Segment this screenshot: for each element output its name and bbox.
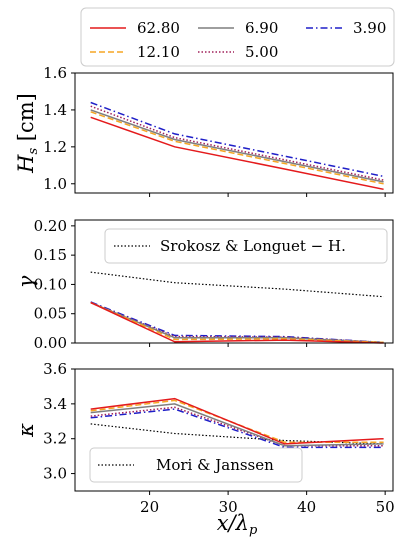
legend-label-1: 12.10	[137, 43, 180, 61]
panel-hs-frame	[74, 72, 394, 194]
kappa-xtick-label-1: 30	[219, 498, 238, 516]
kappa-series-62-80	[90, 397, 384, 445]
panel-kappa-ylabel: κ	[14, 423, 38, 438]
hs-ytick-label-2: 1.4	[43, 101, 67, 119]
kappa-ytick-label-0: 3.0	[43, 465, 67, 483]
panel-kappa-legend-label: Mori & Janssen	[156, 456, 274, 474]
kappa-ytick-label-1: 3.2	[43, 430, 67, 448]
panel-gamma-ylabel: γ	[14, 275, 38, 288]
panel-kappa: 3.0 3.2 3.4 3.6 20 30 40 50 κ Mori & Janssen x/…	[14, 360, 395, 538]
hs-series-5-00	[90, 105, 384, 181]
legend-label-4: 3.90	[353, 19, 386, 37]
panel-kappa-frame	[74, 368, 394, 492]
kappa-series-6-90	[90, 403, 384, 447]
legend: 62.80 12.10 6.90 5.00 3.90	[80, 7, 395, 67]
hs-ytick-label-0: 1.0	[43, 175, 67, 193]
panel-gamma-legend: Srokosz & Longuet − H.	[104, 228, 388, 264]
panel-hs: 1.0 1.2 1.4 1.6 Hs [cm]	[14, 64, 394, 197]
hs-series-6-90	[90, 109, 384, 183]
gamma-ytick-label-3: 0.15	[34, 246, 67, 264]
kappa-ytick-label-2: 3.4	[43, 395, 67, 413]
gamma-series-62-80	[90, 301, 384, 344]
panel-gamma-legend-label: Srokosz & Longuet − H.	[160, 237, 346, 255]
kappa-ytick-label-3: 3.6	[43, 360, 67, 378]
hs-series-3-90	[90, 101, 384, 178]
legend-label-2: 6.90	[245, 19, 278, 37]
panel-kappa-legend: Mori & Janssen	[89, 447, 303, 483]
kappa-series-12-10	[90, 399, 384, 443]
gamma-ytick-label-4: 0.20	[34, 217, 67, 235]
gamma-reference-line	[90, 271, 384, 298]
kappa-series-5-00	[90, 406, 384, 447]
panel-gamma: 0.00 0.05 0.10 0.15 0.20 γ Srokosz & Longuet…	[14, 217, 394, 352]
kappa-xtick-label-0: 20	[140, 498, 159, 516]
kappa-reference-line	[90, 423, 384, 445]
hs-series-12-10	[90, 111, 384, 185]
legend-frame	[80, 7, 395, 67]
legend-label-0: 62.80	[137, 19, 180, 37]
hs-ytick-label-1: 1.2	[43, 138, 67, 156]
hs-ytick-label-3: 1.6	[43, 64, 67, 82]
panel-kappa-xlabel: x/λp	[217, 511, 258, 538]
gamma-series-6-90	[90, 301, 384, 344]
gamma-ytick-label-1: 0.05	[34, 305, 67, 323]
hs-series-62-80	[90, 116, 384, 191]
legend-label-3: 5.00	[245, 43, 278, 61]
panel-hs-ylabel: Hs [cm]	[14, 93, 41, 174]
kappa-xtick-label-2: 40	[297, 498, 316, 516]
gamma-ytick-label-0: 0.00	[34, 334, 67, 352]
gamma-ytick-label-2: 0.10	[34, 275, 67, 293]
gamma-series-12-10	[90, 301, 384, 344]
panel-gamma-frame	[74, 219, 394, 344]
kappa-xtick-label-3: 50	[376, 498, 395, 516]
kappa-series-3-90	[90, 408, 384, 449]
